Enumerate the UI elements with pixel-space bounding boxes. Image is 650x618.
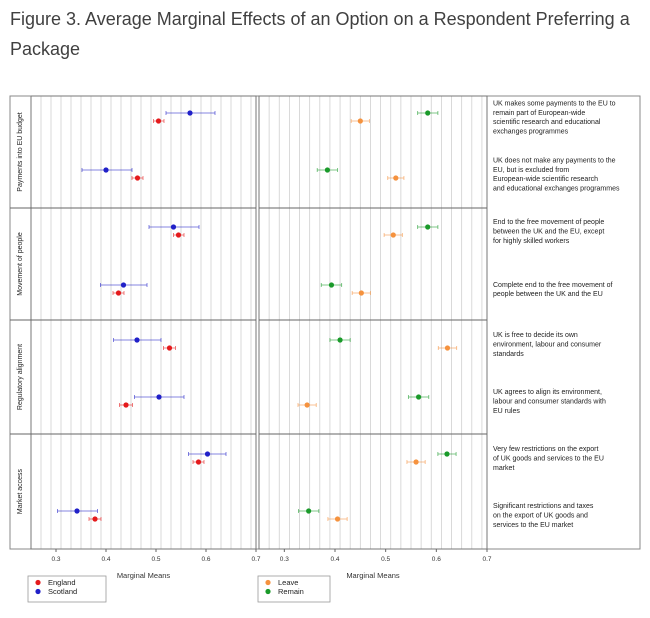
legend-marker: [35, 579, 41, 586]
option-label: UK does not make any payments to the EU, …: [493, 157, 620, 192]
data-point: [390, 232, 396, 238]
data-point: [134, 175, 141, 181]
legend-marker: [265, 579, 271, 586]
data-point: [425, 110, 431, 116]
data-point: [156, 394, 162, 400]
option-label: UK is free to decide its own environment,…: [493, 332, 602, 358]
data-point: [120, 282, 127, 288]
legend-marker: [35, 588, 41, 595]
data-point: [103, 167, 109, 173]
legend-label: England: [48, 578, 76, 587]
option-label-line: exchanges programmes: [493, 129, 569, 136]
x-axis-label: Marginal Means: [117, 571, 171, 580]
option-label: UK makes some payments to the EU to remai…: [493, 100, 616, 135]
option-label-line: European-wide scientific research: [493, 176, 598, 183]
option-label-line: of UK goods and services to the EU: [493, 456, 604, 463]
legend-label: Scotland: [48, 587, 77, 596]
data-point: [337, 337, 343, 343]
legend-box: [257, 575, 331, 603]
option-label: Complete end to the free movement of peop…: [493, 282, 613, 298]
data-point: [204, 451, 211, 457]
option-label-line: Very few restrictions on the export: [493, 446, 598, 453]
option-label-line: standards: [493, 351, 524, 358]
option-label: Significant restrictions and taxes on the…: [493, 503, 594, 529]
group-label: Regulatory alignment: [17, 344, 24, 410]
data-point: [195, 459, 202, 465]
option-label-line: people between the UK and the EU: [493, 291, 603, 298]
x-tick-label: 0.4: [330, 556, 339, 563]
option-label-line: labour and consumer standards with: [493, 399, 606, 406]
data-point: [393, 175, 399, 181]
x-axis-label: Marginal Means: [346, 571, 400, 580]
data-point: [444, 451, 450, 457]
data-point: [304, 402, 310, 408]
panel-2-border: [258, 95, 488, 550]
data-point: [444, 345, 451, 351]
option-label-line: UK agrees to align its environment,: [493, 389, 602, 396]
option-label: Very few restrictions on the export of UK…: [493, 446, 604, 472]
data-point: [74, 508, 80, 514]
figure-title: Figure 3. Average Marginal Effects of an…: [10, 9, 630, 59]
option-label-line: market: [493, 465, 514, 472]
data-point: [115, 290, 122, 296]
data-point: [123, 402, 129, 408]
option-label-line: and educational exchanges programmes: [493, 186, 620, 193]
data-point: [425, 224, 431, 230]
group-label: Movement of people: [17, 232, 24, 296]
data-point: [416, 394, 422, 400]
group-label: Market access: [17, 468, 24, 514]
option-label: End to the free movement of people betwee…: [493, 219, 604, 245]
legend-marker: [265, 588, 271, 595]
legend-label: Remain: [278, 587, 304, 596]
data-point: [92, 516, 98, 522]
legend-box: [27, 575, 107, 603]
option-label-line: remain part of European-wide: [493, 110, 585, 117]
x-tick-label: 0.7: [482, 556, 491, 563]
data-point: [175, 232, 182, 238]
option-label-line: EU rules: [493, 408, 520, 415]
option-label-line: EU, but is excluded from: [493, 167, 569, 174]
x-tick-label: 0.3: [51, 556, 60, 563]
data-point: [155, 118, 162, 124]
data-point: [358, 290, 364, 296]
option-label-line: End to the free movement of people: [493, 219, 604, 226]
data-point: [170, 224, 177, 230]
data-point: [306, 508, 312, 514]
option-label-line: Significant restrictions and taxes: [493, 503, 594, 510]
x-tick-label: 0.7: [251, 556, 260, 563]
option-label-line: scientific research and educational: [493, 119, 601, 126]
option-label-line: on the export of UK goods and: [493, 513, 588, 520]
option-label-line: services to the EU market: [493, 522, 573, 529]
x-tick-label: 0.5: [151, 556, 160, 563]
data-point: [413, 459, 419, 465]
x-tick-label: 0.3: [280, 556, 289, 563]
data-point: [187, 110, 193, 116]
x-tick-label: 0.4: [101, 556, 110, 563]
data-point: [324, 167, 330, 173]
data-point: [328, 282, 335, 288]
option-label-line: between the UK and the EU, except: [493, 229, 604, 236]
option-label: UK agrees to align its environment, labou…: [493, 389, 606, 415]
x-tick-label: 0.5: [381, 556, 390, 563]
option-label-line: for highly skilled workers: [493, 238, 570, 245]
option-label-line: environment, labour and consumer: [493, 342, 602, 349]
data-point: [166, 345, 173, 351]
x-tick-label: 0.6: [201, 556, 210, 563]
data-point: [334, 516, 341, 522]
data-point: [134, 337, 140, 343]
option-label-line: UK makes some payments to the EU to: [493, 100, 616, 107]
panel-1-border: [30, 95, 257, 550]
option-label-line: UK does not make any payments to the: [493, 157, 616, 164]
group-label: Payments into EU budget: [17, 112, 24, 191]
data-point: [357, 118, 363, 124]
option-label-line: UK is free to decide its own: [493, 332, 578, 339]
option-label-line: Complete end to the free movement of: [493, 282, 613, 289]
x-tick-label: 0.6: [432, 556, 441, 563]
legend-label: Leave: [278, 578, 298, 587]
